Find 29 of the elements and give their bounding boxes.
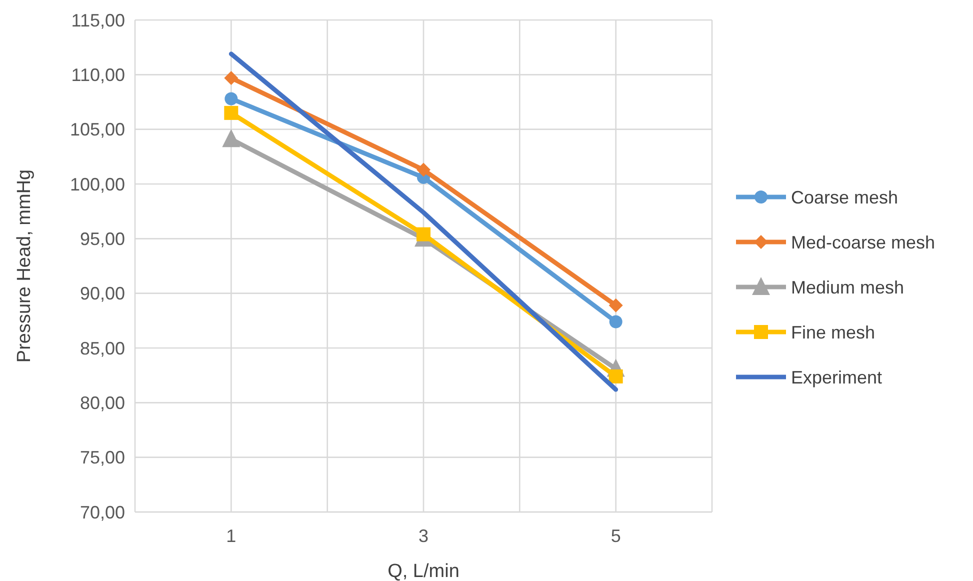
x-axis-title: Q, L/min <box>388 561 460 581</box>
y-tick-label: 90,00 <box>80 284 125 304</box>
x-tick-label: 1 <box>226 526 236 546</box>
y-axis-title: Pressure Head, mmHg <box>14 169 35 363</box>
y-tick-label: 80,00 <box>80 392 125 413</box>
legend-label: Experiment <box>791 367 882 388</box>
legend-label: Fine mesh <box>791 322 876 342</box>
y-tick-label: 70,00 <box>80 502 125 522</box>
point <box>222 129 240 148</box>
point <box>416 162 430 177</box>
point <box>608 298 623 312</box>
y-tick-label: 95,00 <box>80 228 125 249</box>
point <box>609 315 622 328</box>
y-tick-label: 85,00 <box>80 338 125 358</box>
x-tick-label: 5 <box>610 526 621 546</box>
y-tick-label: 110,00 <box>71 64 125 85</box>
y-tick-label: 105,00 <box>70 120 125 140</box>
legend-label: Coarse mesh <box>791 187 898 208</box>
x-tick-label: 3 <box>418 526 429 546</box>
point <box>224 106 238 120</box>
point <box>224 70 238 85</box>
point <box>224 92 238 106</box>
legend-label: Medium mesh <box>791 277 904 298</box>
point <box>416 227 430 242</box>
y-tick-label: 115,00 <box>71 10 125 30</box>
y-tick-label: 75,00 <box>80 448 125 468</box>
point <box>608 369 623 384</box>
y-tick-label: 100,00 <box>70 174 125 194</box>
legend-label: Med-coarse mesh <box>791 232 936 252</box>
